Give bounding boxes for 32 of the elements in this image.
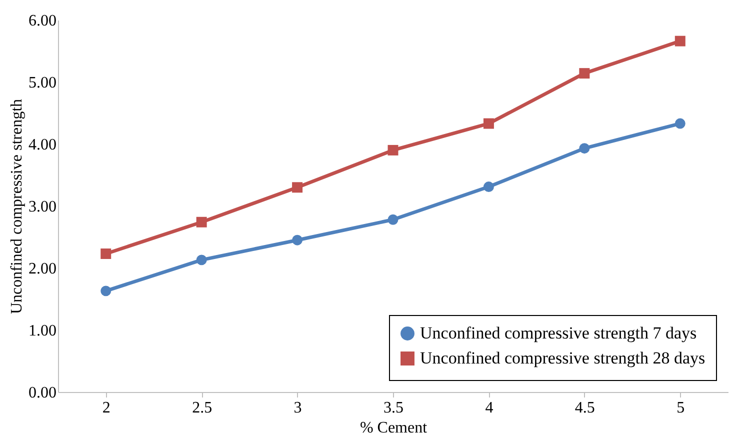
point xyxy=(674,118,686,129)
point xyxy=(100,286,112,296)
point xyxy=(483,118,494,129)
y-tick-label: 1.00 xyxy=(28,322,56,340)
y-tick-label: 2.00 xyxy=(28,260,56,278)
point xyxy=(579,68,590,79)
x-tick-label: 3 xyxy=(294,400,302,416)
point xyxy=(292,182,303,193)
point xyxy=(674,36,686,46)
x-tick-label: 4 xyxy=(485,400,494,416)
x-tick-label: 5 xyxy=(676,400,685,416)
point xyxy=(579,143,590,154)
y-axis-title: Unconfined compressive strength xyxy=(8,98,26,314)
x-axis-title: % Cement xyxy=(360,420,428,436)
point xyxy=(100,248,112,259)
point xyxy=(388,144,398,156)
y-tick-label: 5.00 xyxy=(28,74,56,92)
y-tick-label: 0.00 xyxy=(28,384,56,402)
point xyxy=(388,214,398,225)
x-tick-label: 3.5 xyxy=(384,400,404,416)
y-tick-label: 6.00 xyxy=(28,12,56,30)
y-tick-label: 4.00 xyxy=(28,136,56,154)
point xyxy=(483,182,494,192)
legend-label: Unconfined compressive strength 7 days xyxy=(420,324,697,342)
point xyxy=(292,234,303,246)
legend-label: Unconfined compressive strength 28 days xyxy=(420,348,706,368)
x-tick-label: 4.5 xyxy=(574,400,595,416)
y-tick-label: 3.00 xyxy=(28,198,56,216)
x-tick-label: 2.5 xyxy=(192,400,212,416)
point xyxy=(196,216,207,228)
point xyxy=(196,254,207,266)
x-tick-label: 2 xyxy=(102,400,110,416)
